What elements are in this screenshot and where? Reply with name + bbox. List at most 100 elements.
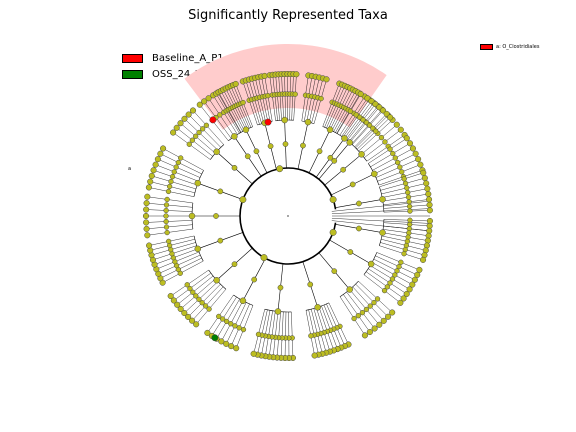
branch-leaf [173,248,198,258]
branch-leaf-outer [208,98,220,115]
branch-leaf-outer [408,232,429,236]
branch-leaf-outer [407,188,428,193]
branch-leaf [243,305,254,330]
genus-node [367,303,373,309]
order-node [244,153,251,160]
legend-label-baseline: Baseline_A_P1 [152,52,224,64]
branch-leaf [364,141,386,158]
branch-leaf-outer [389,138,407,150]
branch-leaf [322,102,333,127]
branch-leaf [318,306,328,332]
branch-leaf [377,171,402,182]
genus-node [168,178,174,185]
branch-leaf [265,96,271,122]
branch-leaf [311,97,319,124]
branch-leaf-outer [155,164,175,173]
branch-leaf-outer [345,90,356,109]
branch-leaf [282,94,284,121]
genus-node [402,180,409,187]
species-node [387,114,394,121]
species-node [403,290,410,298]
species-node [406,286,413,293]
branch-leaf-outer [375,117,391,132]
branch-leaf [176,254,201,266]
species-node [380,317,387,324]
branch-leaf [271,311,276,337]
branch-leaf [208,289,227,310]
branch-leaf [170,181,196,190]
species-node [403,135,410,142]
species-node [143,225,150,232]
genus-node [405,189,411,196]
branch-leaf-outer [333,329,342,348]
branch-leaf [291,94,293,121]
branch-leaf [168,191,195,197]
branch-leaf-outer [292,337,294,358]
branch-leaf-outer [388,134,405,147]
branch-leaf-outer [152,253,173,261]
species-node [414,271,421,278]
genus-node [399,169,405,175]
species-node [150,167,157,174]
branch-leaf [168,235,195,242]
branch-leaf-outer [317,78,324,98]
genus-node [389,276,396,282]
branch-leaf [227,109,241,133]
branch-leaf-outer [381,124,397,138]
species-node [146,242,153,249]
order-node [231,164,238,171]
genus-node [347,108,354,114]
branch-leaf-outer [403,253,424,261]
branch-leaf-outer [160,269,179,279]
branch-leaf-outer [261,76,266,97]
branch-leaf-outer [220,90,231,109]
species-node [143,200,150,207]
branch-leaf [373,258,398,271]
branch-leaf [226,298,240,322]
branch-leaf-outer [359,101,372,118]
branch-leaf-outer [269,336,273,357]
branch-leaf [240,103,252,128]
branch-leaf [358,133,378,152]
branch-leaf [284,94,286,121]
branch-leaf [343,294,359,316]
branch-leaf [259,97,267,123]
branch-leaf [324,103,335,128]
branch-leaf [192,140,213,157]
branch-leaf-outer [400,262,420,271]
branch-leaf [178,257,202,270]
species-node [357,90,364,98]
branch-leaf-outer [366,309,380,325]
species-node [397,299,404,306]
genus-node [187,285,193,292]
branch-leaf-outer [149,241,169,246]
branch-leaf [238,104,250,129]
branch-leaf [333,108,347,132]
branch-leaf [219,114,235,137]
order-node [331,157,338,164]
branch-leaf [368,268,391,284]
branch-leaf-outer [334,84,343,104]
order-node [327,154,334,161]
branch-leaf-outer [356,98,368,115]
genus-node [193,293,199,299]
order-node [267,143,274,149]
branch-leaf-outer [180,123,196,137]
branch-leaf [349,122,367,143]
branch-leaf [192,275,214,293]
branch-leaf [198,132,219,151]
species-node [389,309,396,316]
species-node [157,150,164,157]
species-node [144,232,151,239]
branch-leaf [346,291,363,313]
genus-node [223,318,230,325]
branch-leaf-outer [173,132,190,145]
branch-leaf [187,269,209,285]
branch-leaf [301,95,306,122]
branch-leaf [345,118,362,140]
branch-leaf-outer [233,84,242,104]
legend-swatch-oss [122,69,143,79]
branch-leaf [311,309,318,335]
branch-leaf-outer [398,266,418,276]
branch-leaf [291,311,293,338]
